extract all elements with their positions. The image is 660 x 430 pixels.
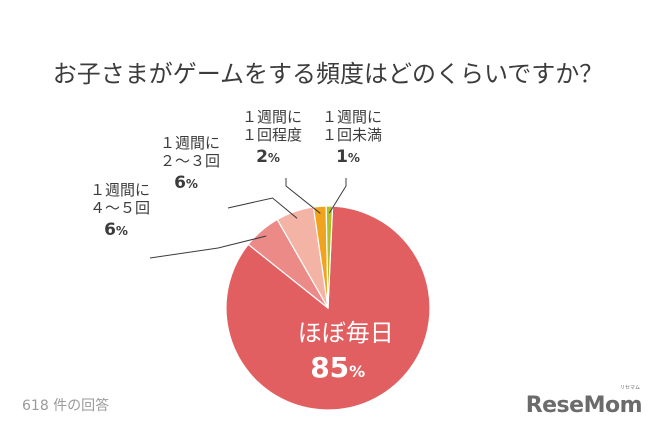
slice-unit: % <box>186 177 198 191</box>
slice-value: 1% <box>336 147 360 167</box>
resemom-logo: ReseMom リセマム <box>526 385 643 418</box>
slice-value: 6% <box>104 220 128 240</box>
slice-label: １週間に <box>160 134 220 152</box>
slice-value: 6% <box>174 173 198 193</box>
pie-slice <box>325 205 334 309</box>
slice-label: １週間に <box>242 108 302 126</box>
slice-label: １回未満 <box>322 126 382 144</box>
slice-label: ほぼ毎日 <box>298 319 394 347</box>
leader-line <box>149 235 267 259</box>
slice-label: １回程度 <box>242 126 302 144</box>
pie-slices <box>225 205 431 411</box>
leader-line <box>285 178 321 214</box>
slice-unit: % <box>348 151 360 165</box>
leader-line <box>227 197 298 219</box>
logo-subtext: リセマム <box>620 385 640 391</box>
slice-label: ２〜３回 <box>160 152 220 170</box>
slice-label: １週間に <box>322 108 382 126</box>
slice-unit: % <box>349 362 365 381</box>
leader-lines <box>149 178 347 259</box>
logo-text: ReseMom <box>526 393 642 418</box>
leader-line <box>328 178 347 214</box>
slice-unit: % <box>116 224 128 238</box>
chart-title: お子さまがゲームをする頻度はどのくらいですか？ <box>53 60 604 88</box>
slice-label: １週間に <box>90 181 150 199</box>
slice-label: ４〜５回 <box>90 199 150 217</box>
slice-value: 2% <box>256 147 280 167</box>
slice-unit: % <box>268 151 280 165</box>
response-count: 618 件の回答 <box>22 397 109 414</box>
slice-labels: ほぼ毎日85%１週間に４〜５回6%１週間に２〜３回6%１週間に１回程度2%１週間… <box>90 108 394 384</box>
